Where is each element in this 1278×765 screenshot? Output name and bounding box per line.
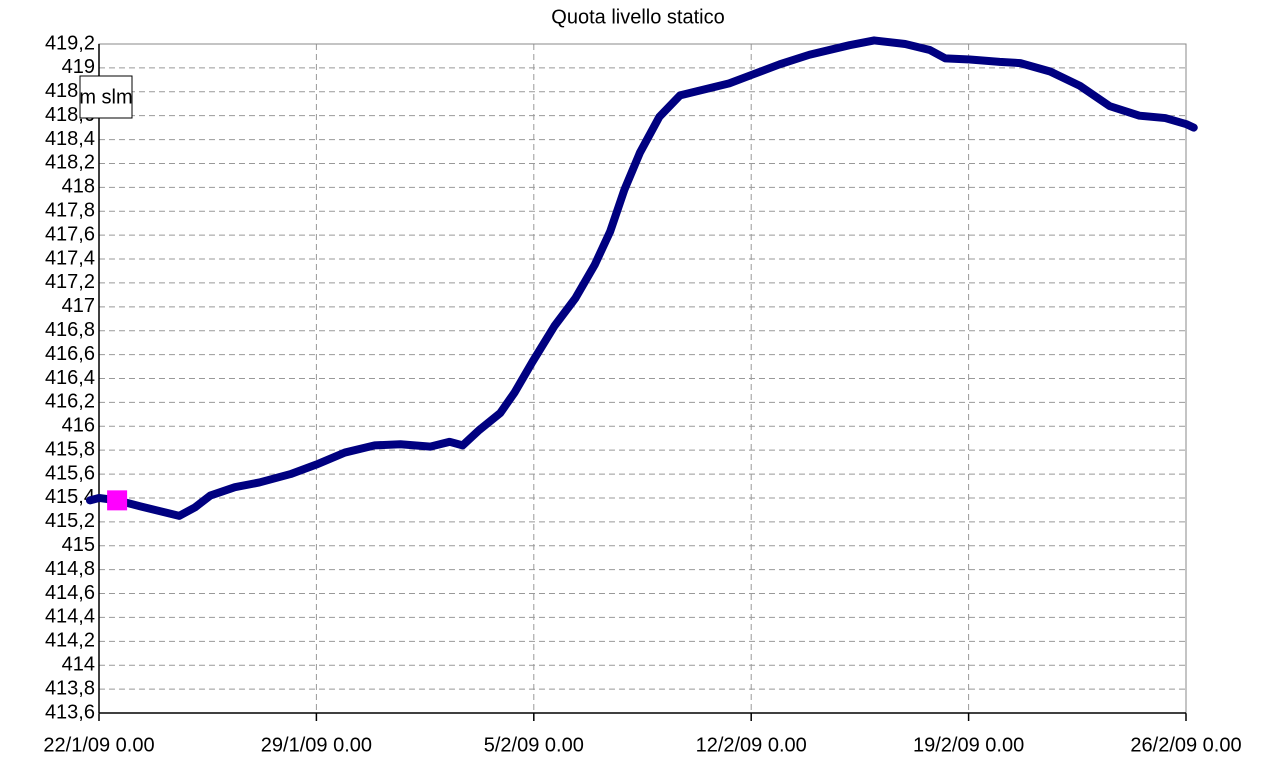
y-tick-label: 417,4 bbox=[45, 247, 95, 269]
y-tick-label: 416,4 bbox=[45, 367, 95, 389]
y-tick-label: 413,6 bbox=[45, 701, 95, 723]
y-tick-label: 414 bbox=[62, 653, 95, 675]
y-tick-label: 415,4 bbox=[45, 486, 95, 508]
y-tick-label: 416 bbox=[62, 415, 95, 437]
y-tick-label: 419 bbox=[62, 56, 95, 78]
y-tick-label: 415,2 bbox=[45, 510, 95, 532]
y-tick-label: 414,8 bbox=[45, 558, 95, 580]
data-line bbox=[85, 36, 1198, 520]
y-tick-label: 415,8 bbox=[45, 438, 95, 460]
y-tick-label: 417 bbox=[62, 295, 95, 317]
y-tick-label: 417,2 bbox=[45, 271, 95, 293]
marker bbox=[107, 490, 128, 511]
y-tick-label: 415,6 bbox=[45, 462, 95, 484]
y-tick-label: 416,6 bbox=[45, 343, 95, 365]
y-tick-label: 413,8 bbox=[45, 677, 95, 699]
y-tick-label: 417,8 bbox=[45, 200, 95, 222]
y-tick-label: 414,2 bbox=[45, 630, 95, 652]
y-tick-label: 414,4 bbox=[45, 606, 95, 628]
y-tick-label: 417,6 bbox=[45, 223, 95, 245]
x-tick-label: 12/2/09 0.00 bbox=[696, 734, 807, 756]
y-tick-label: 418,4 bbox=[45, 128, 95, 150]
y-tick-label: 418,2 bbox=[45, 152, 95, 174]
y-tick-label: 418 bbox=[62, 176, 95, 198]
chart-title: Quota livello statico bbox=[551, 6, 724, 28]
x-tick-label: 29/1/09 0.00 bbox=[261, 734, 372, 756]
x-tick-label: 5/2/09 0.00 bbox=[484, 734, 584, 756]
x-tick-label: 22/1/09 0.00 bbox=[43, 734, 154, 756]
y-tick-label: 415 bbox=[62, 534, 95, 556]
y-tick-label: 416,8 bbox=[45, 319, 95, 341]
y-label-box bbox=[79, 75, 133, 119]
y-tick-label: 416,2 bbox=[45, 391, 95, 413]
y-tick-label: 414,6 bbox=[45, 582, 95, 604]
x-tick-label: 26/2/09 0.00 bbox=[1130, 734, 1241, 756]
y-axis-label: m slm bbox=[79, 86, 132, 108]
x-tick-label: 19/2/09 0.00 bbox=[913, 734, 1024, 756]
y-tick-label: 419,2 bbox=[45, 32, 95, 54]
